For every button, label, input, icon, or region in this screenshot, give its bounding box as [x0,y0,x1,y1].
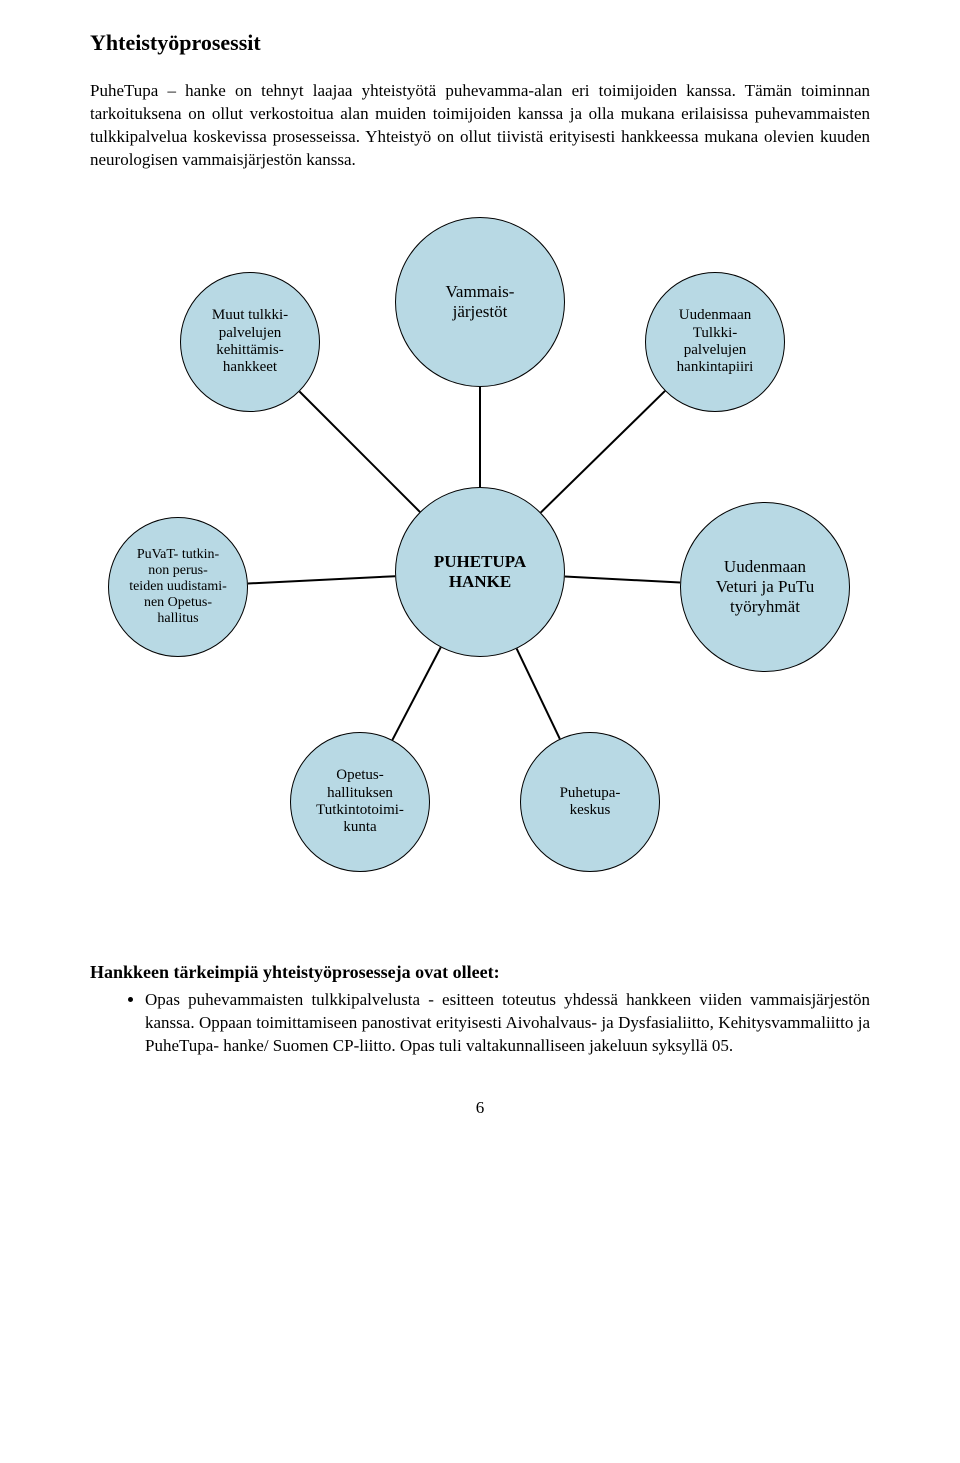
page-number: 6 [90,1098,870,1118]
diagram-edge [299,391,419,511]
diagram-edge [248,576,395,583]
diagram-edge [517,648,560,738]
diagram-node: PuVaT- tutkin-non perus-teiden uudistami… [108,517,248,657]
cooperation-diagram: Muut tulkki-palvelujenkehittämis-hankkee… [90,212,870,902]
diagram-node: Opetus-hallituksenTutkintotoimi-kunta [290,732,430,872]
diagram-edge [541,391,665,513]
diagram-node: UudenmaanVeturi ja PuTutyöryhmät [680,502,850,672]
list-item: Opas puhevammaisten tulkkipalvelusta - e… [145,989,870,1058]
intro-paragraph: PuheTupa – hanke on tehnyt laajaa yhteis… [90,80,870,172]
page-title: Yhteistyöprosessit [90,30,870,56]
diagram-node: Muut tulkki-palvelujenkehittämis-hankkee… [180,272,320,412]
subheading: Hankkeen tärkeimpiä yhteistyöprosesseja … [90,962,870,983]
diagram-edge [392,647,440,740]
bullet-list: Opas puhevammaisten tulkkipalvelusta - e… [90,989,870,1058]
diagram-node: Vammais-järjestöt [395,217,565,387]
diagram-edge [565,576,680,582]
diagram-center-node: PUHETUPAHANKE [395,487,565,657]
diagram-node: UudenmaanTulkki-palvelujenhankintapiiri [645,272,785,412]
diagram-node: Puhetupa-keskus [520,732,660,872]
